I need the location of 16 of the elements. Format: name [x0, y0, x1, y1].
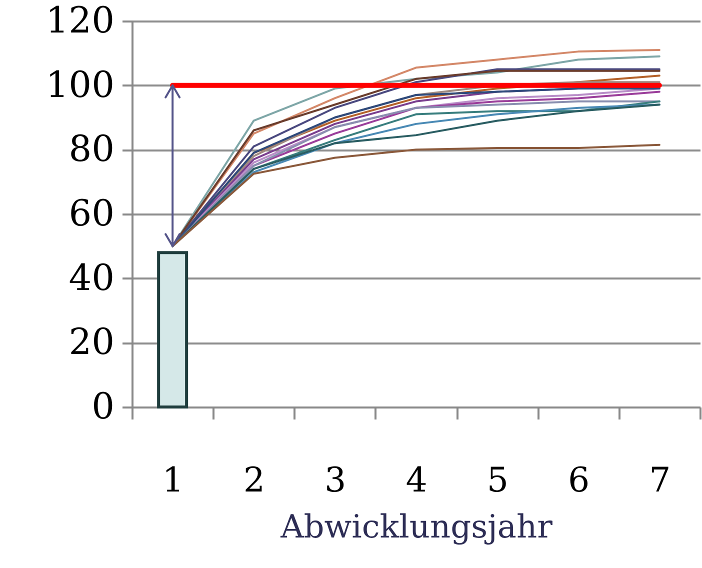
x-tick-label: 2	[243, 460, 266, 500]
y-tick-label: 0	[92, 386, 114, 428]
y-tick-label: 60	[68, 194, 114, 234]
y-tick-label: 80	[68, 129, 114, 170]
line-series	[172, 144, 660, 248]
y-tick-label: 100	[46, 64, 114, 106]
y-tick-label: 40	[68, 258, 114, 299]
y-tick-label: 120	[46, 0, 114, 42]
x-tick-label: 4	[406, 460, 428, 500]
x-tick-label: 5	[486, 460, 508, 500]
x-tick-label: 3	[324, 460, 346, 500]
x-axis-title: Abwicklungsjahr	[280, 508, 554, 546]
x-tick-label: 6	[568, 460, 590, 500]
x-tick-label: 1	[162, 460, 184, 500]
x-tick-label: 7	[649, 460, 671, 500]
y-tick-label: 20	[68, 322, 114, 364]
